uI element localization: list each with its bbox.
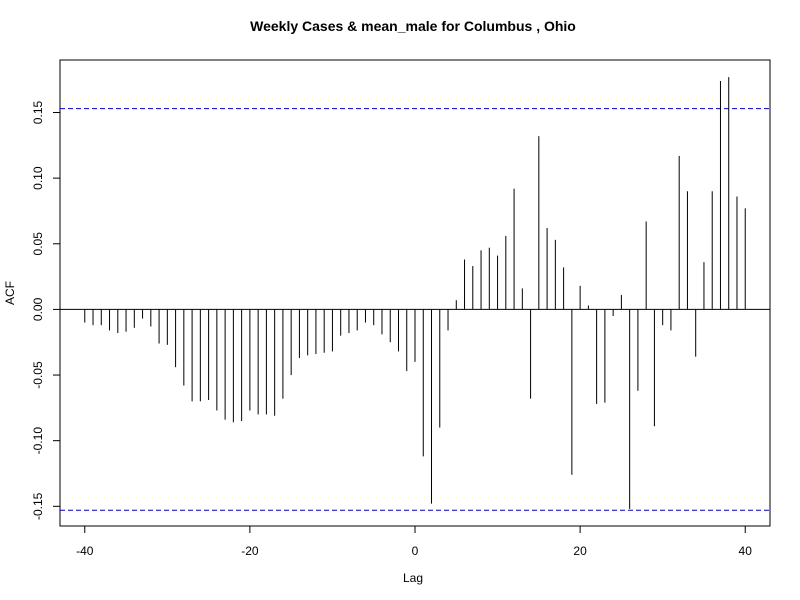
x-tick-label: 0 [412,544,419,558]
chart-title: Weekly Cases & mean_male for Columbus , … [250,18,576,34]
x-axis: -40 -20 0 20 40 [76,525,753,558]
x-tick-label: -40 [76,544,94,558]
y-axis-label: ACF [3,281,17,305]
y-tick-label: 0.05 [31,232,45,256]
x-tick-label: -20 [241,544,259,558]
y-tick-label: -0.15 [31,492,45,520]
y-tick-label: 0.00 [31,297,45,321]
y-tick-label: 0.10 [31,166,45,190]
y-tick-label: -0.10 [31,427,45,455]
y-tick-label: 0.15 [31,101,45,125]
acf-bars [84,77,746,509]
plot-area [59,59,771,527]
plot-frame [59,59,771,527]
y-axis: -0.15 -0.10 -0.05 0.00 0.05 0.10 0.15 [31,101,61,520]
x-tick-label: 20 [573,544,587,558]
x-axis-label: Lag [403,571,423,585]
x-tick-label: 40 [739,544,753,558]
confidence-bounds [60,108,770,511]
y-tick-label: -0.05 [31,361,45,389]
